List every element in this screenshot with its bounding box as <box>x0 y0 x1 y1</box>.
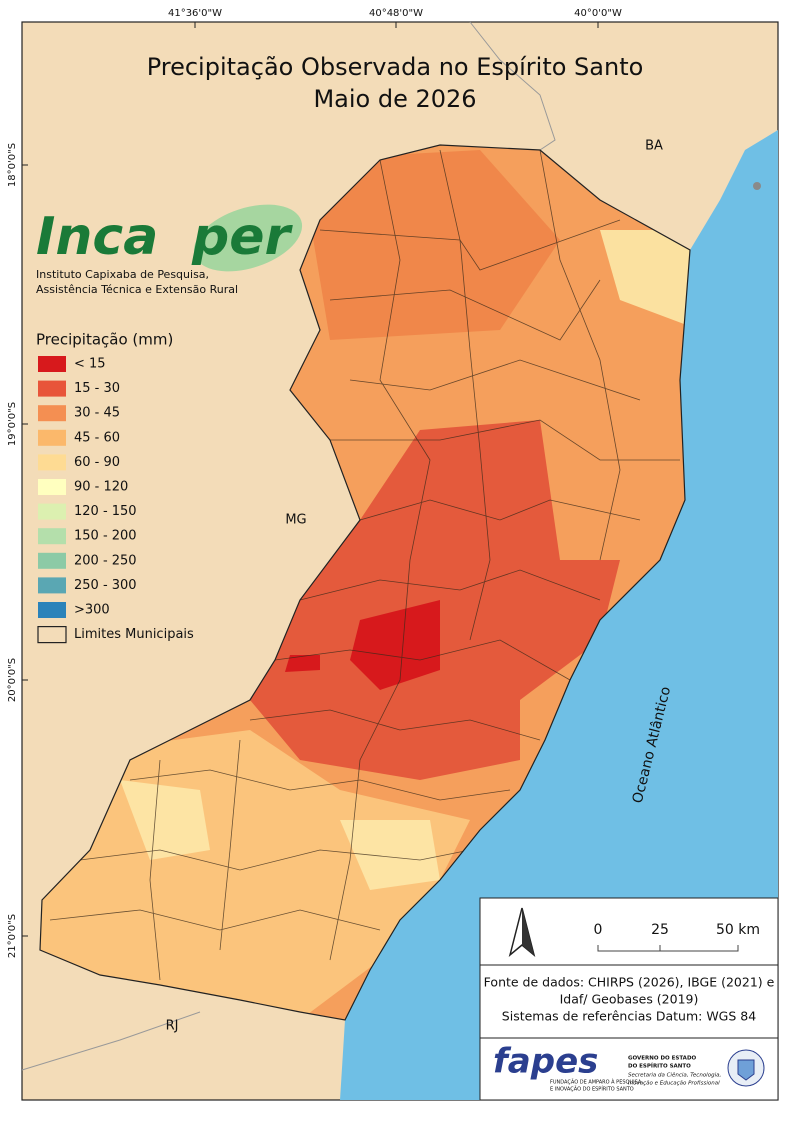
logo-name: Inca <box>36 207 158 267</box>
scale-label: 50 km <box>716 922 760 938</box>
legend-swatch <box>38 503 66 520</box>
legend-label: >300 <box>74 603 110 618</box>
zone-60-90 <box>120 780 210 860</box>
source-line: Sistemas de referências Datum: WGS 84 <box>502 1009 756 1024</box>
fapes-caption: E INOVAÇÃO DO ESPÍRITO SANTO <box>550 1086 634 1093</box>
gov-text: DO ESPÍRITO SANTO <box>628 1062 691 1070</box>
legend-swatch <box>38 602 66 618</box>
scale-label: 0 <box>594 922 603 938</box>
fapes-caption: FUNDAÇÃO DE AMPARO À PESQUISA <box>550 1079 642 1086</box>
legend-swatch <box>38 429 66 446</box>
gov-text: GOVERNO DO ESTADO <box>628 1056 697 1062</box>
legend-swatch <box>38 577 66 594</box>
legend-label: 90 - 120 <box>74 480 128 495</box>
place-label: BA <box>645 139 663 154</box>
longitude-label: 41°36'0"W <box>168 8 222 19</box>
legend-label: 200 - 250 <box>74 553 137 568</box>
fapes-logo: fapes <box>493 1042 598 1082</box>
legend-label: 60 - 90 <box>74 455 120 470</box>
scale-bar <box>597 945 739 952</box>
place-label: RJ <box>166 1019 179 1034</box>
zone-60-90 <box>340 820 440 890</box>
legend-swatch <box>38 479 66 495</box>
legend-swatch <box>38 405 66 422</box>
legend-label: < 15 <box>74 357 106 372</box>
legend-label: 30 - 45 <box>74 406 120 421</box>
latitude-label: 18°0'0"S <box>7 143 18 187</box>
zone-30-45-dark <box>300 150 560 340</box>
legend-label: 250 - 300 <box>74 578 137 593</box>
legend: < 15 15 - 30 30 - 45 45 - 60 60 - 90 90 - 120… <box>37 356 194 644</box>
legend-label: Limites Municipais <box>74 627 194 642</box>
legend-label: 120 - 150 <box>74 504 137 519</box>
latitude-label: 20°0'0"S <box>7 658 18 702</box>
coat-of-arms <box>737 1059 755 1081</box>
info-box <box>479 897 779 1039</box>
legend-label: 150 - 200 <box>74 529 137 544</box>
latitude-label: 21°0'0"S <box>7 914 18 958</box>
gov-text: Inovação e Educação Profissional <box>628 1081 720 1087</box>
legend-swatch <box>38 454 66 471</box>
legend-title: Precipitação (mm) <box>36 331 173 349</box>
title-line-1: Precipitação Observada no Espírito Santo <box>147 53 644 81</box>
island <box>753 182 761 190</box>
zone-60-90 <box>600 230 690 330</box>
legend-label: 15 - 30 <box>74 381 120 396</box>
legend-swatch <box>38 552 66 569</box>
scale-label: 25 <box>651 922 669 938</box>
zone-lt-15 <box>350 600 440 690</box>
legend-swatch <box>38 528 66 545</box>
logo-name: per <box>191 207 293 267</box>
longitude-label: 40°0'0"W <box>574 8 622 19</box>
source: Fonte de dados: CHIRPS (2026), IBGE (202… <box>484 975 775 1024</box>
legend-swatch <box>38 380 66 397</box>
legend-swatch <box>37 625 67 644</box>
longitude-label: 40°48'0"W <box>369 8 423 19</box>
zone-15-30 <box>250 420 620 780</box>
source-line: Idaf/ Geobases (2019) <box>560 992 699 1007</box>
ocean <box>340 130 778 1100</box>
north-arrow <box>522 908 534 955</box>
state-fill <box>40 145 690 1020</box>
state-border <box>469 21 556 151</box>
zone-lt-15 <box>285 655 320 672</box>
graticule: 41°36'0"W 40°48'0"W 40°0'0"W 18°0'0"S 19°0'0… <box>7 8 622 958</box>
legend-label: 45 - 60 <box>74 430 120 445</box>
state-border <box>21 1011 201 1071</box>
source-line: Fonte de dados: CHIRPS (2026), IBGE (202… <box>484 975 775 990</box>
scale: 0 25 50 km <box>594 922 760 938</box>
title-line-2: Maio de 2026 <box>313 85 476 113</box>
latitude-label: 19°0'0"S <box>7 402 18 446</box>
place-label: MG <box>285 513 306 528</box>
logo-subtitle: Instituto Capixaba de Pesquisa, <box>36 268 209 281</box>
gov-text: Secretaria da Ciência, Tecnologia, <box>628 1072 721 1079</box>
legend-swatch <box>38 356 66 372</box>
logo-leaf <box>193 204 303 272</box>
logo-subtitle: Assistência Técnica e Extensão Rural <box>36 283 238 296</box>
